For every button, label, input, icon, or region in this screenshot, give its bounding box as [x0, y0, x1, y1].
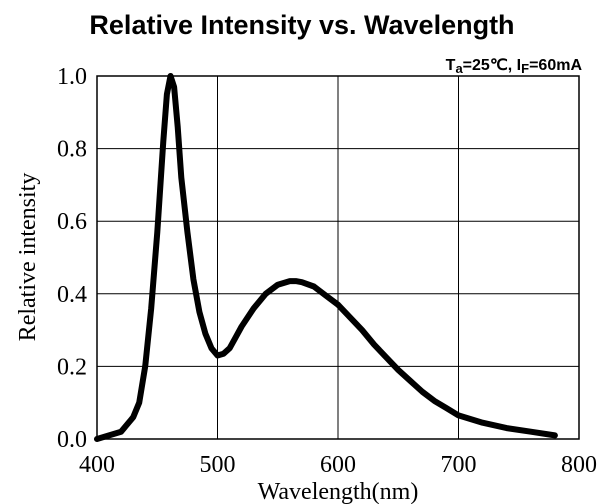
- x-axis-label: Wavelength(nm): [258, 479, 419, 504]
- y-tick-label: 1.0: [57, 64, 87, 90]
- grid-lines: [97, 76, 579, 439]
- y-tick-label: 0.6: [57, 209, 87, 235]
- x-tick-label: 600: [320, 452, 356, 478]
- series-line: [94, 73, 558, 442]
- y-tick-label: 0.2: [57, 354, 87, 380]
- x-tick-label: 500: [200, 452, 236, 478]
- x-tick-label: 800: [561, 452, 597, 478]
- y-axis-label: Relative intensity: [15, 173, 41, 342]
- plot-frame: [96, 75, 580, 440]
- chart-title: Relative Intensity vs. Wavelength: [89, 10, 514, 40]
- x-axis-ticks: 400 500 600 700 800: [79, 452, 597, 478]
- x-tick-label: 700: [441, 452, 477, 478]
- y-axis-ticks: 0.0 0.2 0.4 0.6 0.8 1.0: [57, 64, 87, 453]
- x-tick-label: 400: [79, 452, 115, 478]
- y-tick-label: 0.4: [57, 282, 87, 308]
- test-conditions: Ta=25℃, IF=60mA: [446, 57, 583, 76]
- y-tick-label: 0.0: [57, 427, 87, 453]
- y-tick-label: 0.8: [57, 137, 87, 163]
